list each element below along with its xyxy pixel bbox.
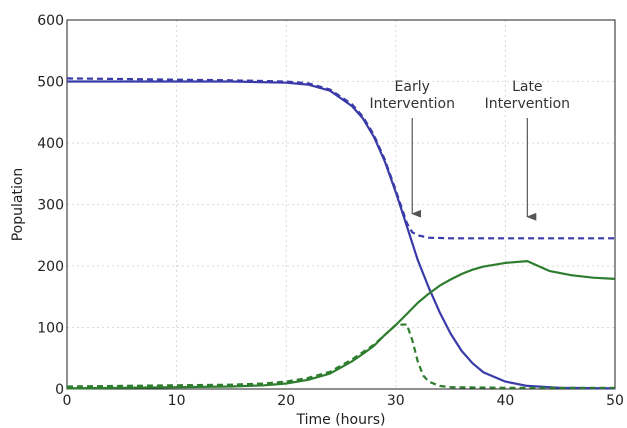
x-tick-label: 20	[277, 393, 295, 409]
x-tick-label: 30	[387, 393, 405, 409]
y-tick-label: 600	[37, 13, 64, 29]
y-tick-labels: 0 100 200 300 400 500 600	[37, 13, 64, 398]
x-axis-label: Time (hours)	[296, 412, 386, 428]
y-tick-label: 0	[55, 382, 64, 398]
series-line-blue-solid	[67, 80, 616, 390]
y-tick-label: 100	[37, 321, 64, 337]
series-line-green-solid	[66, 260, 616, 390]
annotation-layer: Early Intervention Late Intervention	[370, 79, 570, 221]
grid	[66, 19, 616, 390]
series-line-blue-dashed	[66, 77, 615, 240]
x-tick-label: 0	[63, 393, 72, 409]
y-tick-label: 500	[37, 75, 64, 91]
x-tick-label: 10	[168, 393, 186, 409]
y-tick-label: 300	[37, 198, 64, 214]
x-tick-labels: 0 10 20 30 40 50	[63, 393, 624, 409]
y-axis-label: Population	[10, 168, 26, 242]
annotation-label: Early Intervention	[370, 79, 455, 112]
y-tick-label: 200	[37, 259, 64, 275]
plot-frame	[66, 19, 616, 390]
series-layer	[66, 77, 616, 390]
y-tick-label: 400	[37, 136, 64, 152]
annotation-label: Late Intervention	[485, 79, 570, 112]
series-line-green-dashed	[66, 323, 615, 389]
x-tick-label: 40	[496, 393, 514, 409]
x-tick-label: 50	[606, 393, 624, 409]
